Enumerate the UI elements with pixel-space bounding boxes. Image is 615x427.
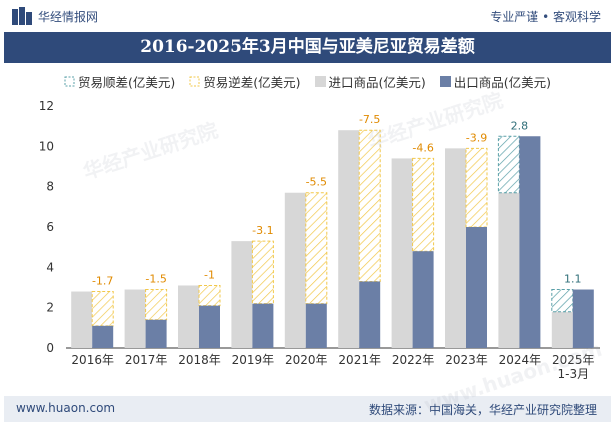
tagline: 专业严谨 • 客观科学	[490, 10, 601, 24]
export-bar	[412, 251, 434, 348]
x-tick-label: 2025年	[552, 353, 595, 367]
legend-label: 贸易顺差(亿美元)	[77, 74, 176, 90]
deficit-bar	[412, 157, 435, 252]
y-tick-label: 8	[46, 180, 54, 194]
deficit-bar	[198, 284, 221, 307]
import-bar	[551, 311, 573, 348]
x-tick-label: 2022年	[392, 353, 435, 367]
y-tick-label: 6	[46, 220, 54, 234]
x-tick-label: 1-3月	[557, 367, 589, 381]
import-bar	[445, 148, 466, 348]
export-bar	[359, 281, 381, 348]
legend-label: 出口商品(亿美元)	[453, 74, 552, 90]
y-tick-label: 10	[39, 139, 54, 153]
x-tick-label: 2016年	[71, 353, 114, 367]
deficit-swatch-icon	[189, 76, 200, 86]
deficit-data-label: -4.6	[412, 141, 433, 154]
deficit-bar	[305, 192, 328, 305]
export-bar	[145, 319, 167, 348]
deficit-bar	[465, 147, 488, 228]
import-bar	[498, 192, 520, 348]
footer-source: 数据来源：中国海关，华经产业研究院整理	[368, 403, 597, 417]
export-bar	[92, 325, 114, 348]
import-bar	[391, 158, 413, 348]
x-tick-label: 2017年	[125, 353, 168, 367]
y-tick-label: 0	[46, 341, 54, 355]
chart-title: 2016-2025年3月中国与亚美尼亚贸易差额	[4, 32, 611, 63]
top-bar: 华经情报网 专业严谨 • 客观科学	[0, 0, 615, 32]
y-tick-label: 12	[39, 99, 54, 113]
legend-label: 进口商品(亿美元)	[328, 74, 426, 90]
deficit-bar	[91, 291, 114, 327]
deficit-bar	[358, 129, 381, 282]
deficit-data-label: -7.5	[359, 113, 380, 126]
import-bar	[124, 289, 146, 348]
legend-label: 贸易逆差(亿美元)	[203, 74, 301, 90]
deficit-data-label: -1.7	[92, 275, 113, 288]
deficit-data-label: -1.5	[145, 273, 166, 286]
x-tick-label: 2024年	[499, 353, 542, 367]
x-tick-label: 2023年	[445, 353, 488, 367]
deficit-data-label: -3.1	[252, 224, 273, 237]
x-tick-label: 2021年	[338, 353, 381, 367]
legend-item-surplus: 贸易顺差(亿美元)	[64, 71, 175, 91]
import-bar	[338, 130, 360, 348]
bar-chart: 0 2 4 6 8 10 12 -1.7 2016年 -1.5 2017年 -1 2018年 -3.1 20…	[39, 99, 600, 381]
export-bar	[305, 303, 327, 348]
legend-item-import: 进口商品(亿美元)	[314, 71, 426, 91]
logo-icon	[12, 7, 32, 25]
y-tick-label: 2	[46, 301, 54, 315]
deficit-bar	[251, 240, 274, 305]
import-swatch-icon	[314, 75, 326, 87]
export-bar	[199, 305, 220, 348]
x-tick-label: 2020年	[285, 353, 328, 367]
x-tick-label: 2019年	[232, 353, 275, 367]
legend-item-deficit: 贸易逆差(亿美元)	[189, 71, 301, 91]
export-swatch-icon	[439, 75, 451, 87]
surplus-swatch-icon	[64, 76, 75, 86]
deficit-data-label: -1	[204, 268, 215, 281]
y-tick-label: 4	[46, 260, 54, 274]
import-bar	[231, 241, 253, 348]
x-tick-label: 2018年	[178, 353, 221, 367]
deficit-data-label: -3.9	[466, 131, 487, 144]
brand-name: 华经情报网	[38, 10, 99, 24]
export-bar	[519, 136, 541, 348]
export-bar	[572, 289, 594, 348]
surplus-bar	[497, 135, 520, 194]
import-bar	[71, 291, 93, 348]
deficit-bar	[145, 289, 168, 321]
chart-legend: 贸易顺差(亿美元) 贸易逆差(亿美元) 进口商品(亿美元) 出口商品(亿美元)	[0, 71, 615, 91]
export-bar	[252, 303, 274, 348]
import-bar	[284, 192, 306, 348]
surplus-data-label: 2.8	[511, 119, 529, 132]
surplus-data-label: 1.1	[564, 273, 582, 286]
legend-item-export: 出口商品(亿美元)	[439, 71, 552, 91]
surplus-bar	[551, 289, 574, 313]
import-bar	[178, 285, 199, 348]
export-bar	[466, 227, 487, 348]
footer: www.huaon.com 数据来源：中国海关，华经产业研究院整理	[4, 396, 611, 422]
footer-website: www.huaon.com	[16, 401, 116, 415]
deficit-data-label: -5.5	[306, 176, 327, 189]
